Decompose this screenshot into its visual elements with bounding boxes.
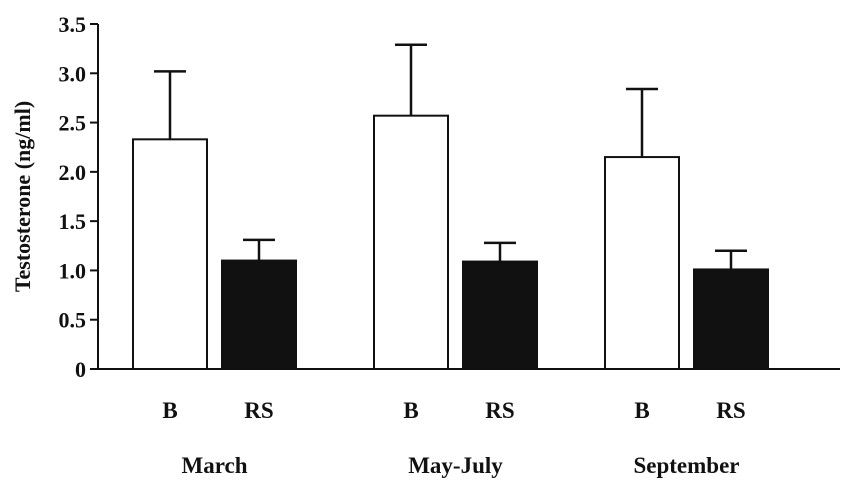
bar-label-rs: RS	[485, 398, 514, 423]
bar-label-rs: RS	[244, 398, 273, 423]
category-labels: B RS March B RS May-July B RS September	[162, 398, 745, 478]
bars	[132, 114, 769, 371]
bar-b-1	[373, 114, 449, 370]
bar-b-0	[132, 138, 208, 370]
y-tick-label: 3.0	[59, 61, 87, 86]
group-label: May-July	[408, 453, 503, 478]
y-tick-label: 3.5	[59, 12, 87, 37]
bar-label-rs: RS	[716, 398, 745, 423]
error-bars	[154, 43, 747, 270]
y-tick-label: 2.5	[59, 111, 87, 136]
y-tick-label: 1.5	[59, 209, 87, 234]
y-axis-title: Testosterone (ng/ml)	[10, 101, 35, 292]
bar-rs-0	[221, 259, 297, 371]
bar-rs-1	[462, 260, 538, 370]
y-tick-label: 2.0	[59, 160, 87, 185]
y-tick-label: 0.5	[59, 308, 87, 333]
bar-rs-2	[693, 268, 769, 371]
y-tick-label: 0	[75, 357, 86, 382]
bar-label-b: B	[634, 398, 649, 423]
group-label: September	[633, 453, 739, 478]
bar-label-b: B	[162, 398, 177, 423]
group-label: March	[181, 453, 247, 478]
bar-label-b: B	[403, 398, 418, 423]
y-axis-ticks: 0 0.5 1.0 1.5 2.0 2.5 3.0 3.5	[59, 12, 98, 382]
bar-b-2	[604, 156, 680, 370]
y-tick-label: 1.0	[59, 258, 87, 283]
